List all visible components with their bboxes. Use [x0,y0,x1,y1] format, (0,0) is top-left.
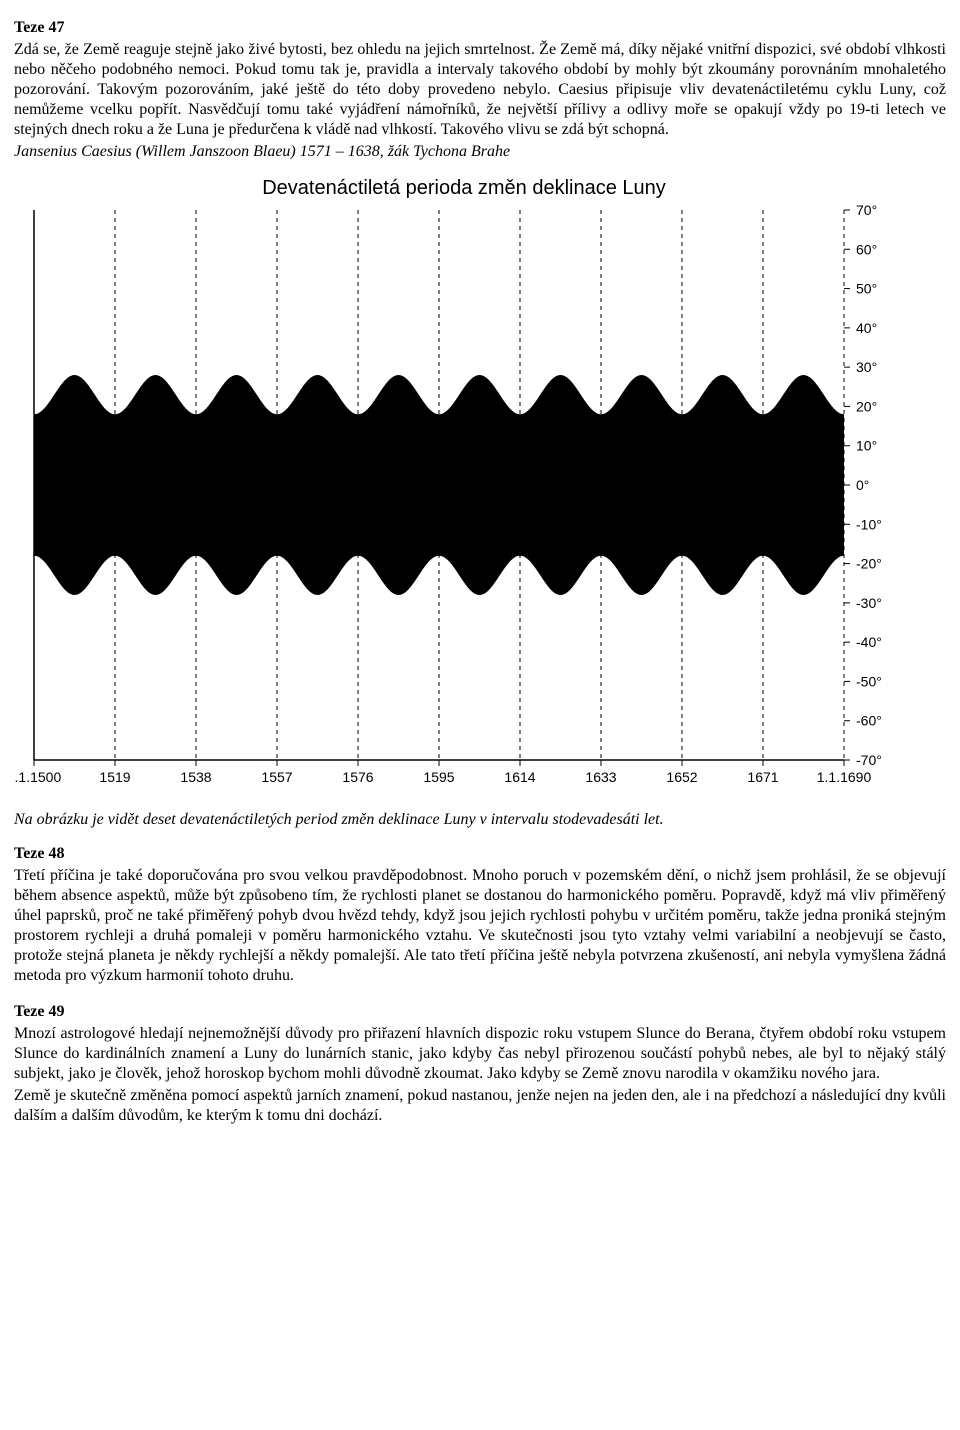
svg-text:1519: 1519 [99,769,130,785]
svg-text:1671: 1671 [747,769,778,785]
svg-text:-30°: -30° [856,595,882,611]
svg-text:40°: 40° [856,320,877,336]
svg-text:50°: 50° [856,281,877,297]
svg-text:1576: 1576 [342,769,373,785]
svg-text:70°: 70° [856,202,877,218]
svg-text:1614: 1614 [504,769,535,785]
svg-text:20°: 20° [856,398,877,414]
svg-text:-60°: -60° [856,713,882,729]
svg-text:1.1.1500: 1.1.1500 [14,769,61,785]
svg-text:1595: 1595 [423,769,454,785]
svg-text:Devatenáctiletá perioda změn d: Devatenáctiletá perioda změn deklinace L… [262,177,666,199]
svg-text:10°: 10° [856,438,877,454]
teze49-body2: Země je skutečně změněna pomocí aspektů … [14,1086,946,1126]
svg-text:-70°: -70° [856,752,882,768]
svg-text:1538: 1538 [180,769,211,785]
declination-chart: Devatenáctiletá perioda změn deklinace L… [14,170,946,800]
svg-text:60°: 60° [856,241,877,257]
svg-text:0°: 0° [856,477,869,493]
declination-chart-svg: Devatenáctiletá perioda změn deklinace L… [14,170,914,800]
chart-caption: Na obrázku je vidět deset devatenáctilet… [14,810,946,830]
svg-text:1.1.1690: 1.1.1690 [817,769,872,785]
teze48-body: Třetí příčina je také doporučována pro s… [14,866,946,986]
teze49-body1: Mnozí astrologové hledají nejnemožnější … [14,1024,946,1084]
teze47-attribution: Jansenius Caesius (Willem Janszoon Blaeu… [14,142,946,162]
svg-text:30°: 30° [856,359,877,375]
svg-text:1557: 1557 [261,769,292,785]
svg-text:-40°: -40° [856,634,882,650]
teze48-heading: Teze 48 [14,844,946,864]
svg-text:-50°: -50° [856,673,882,689]
svg-text:1633: 1633 [585,769,616,785]
svg-text:-20°: -20° [856,556,882,572]
svg-text:-10°: -10° [856,516,882,532]
teze49-heading: Teze 49 [14,1002,946,1022]
svg-text:1652: 1652 [666,769,697,785]
teze47-heading: Teze 47 [14,18,946,38]
teze47-body: Zdá se, že Země reaguje stejně jako živé… [14,40,946,140]
